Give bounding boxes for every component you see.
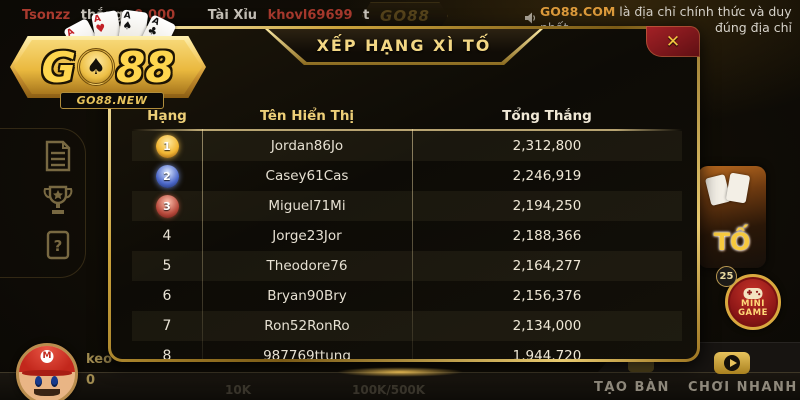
mini-game-count-badge: 25 <box>716 266 737 287</box>
row-total: 2,188,366 <box>512 228 582 244</box>
row-name: 987769ttung <box>263 348 351 359</box>
mini-game-label-1: MINI <box>741 298 765 309</box>
notice-line1: là địa chỉ chính thức và duy <box>619 4 792 19</box>
faint-stake-label: 10K <box>225 383 251 397</box>
tile-card-icon <box>725 172 751 204</box>
row-name: Ron52RonRo <box>264 318 350 334</box>
table-row: 8 987769ttung 1,944,720 <box>132 341 682 359</box>
quick-play-button[interactable]: CHƠI NHANH <box>688 380 798 395</box>
sidebar: ? <box>40 140 76 260</box>
ticker-player-1: Tsonzz <box>22 8 71 23</box>
row-total: 2,134,000 <box>512 318 582 334</box>
table-row: 3 Miguel71Mi 2,194,250 <box>132 191 682 221</box>
history-document-icon[interactable] <box>45 140 71 172</box>
row-total: 2,246,919 <box>512 168 582 184</box>
silver-medal-icon: 2 <box>155 164 179 188</box>
mini-game-label-2: GAME <box>738 307 768 318</box>
table-row: 1 Jordan86Jo 2,312,800 <box>132 131 682 161</box>
row-name: Theodore76 <box>266 258 348 274</box>
close-button[interactable]: ✕ <box>646 26 700 57</box>
player-name: keo <box>86 352 113 367</box>
row-total: 2,156,376 <box>512 288 582 304</box>
bottom-bar: 10K 100K/500K TẠO BÀN CHƠI NHANH <box>0 372 800 400</box>
logo-hexagon: G ♠ 88 <box>10 36 206 98</box>
row-rank: 8 <box>162 348 172 359</box>
row-name: Jordan86Jo <box>270 138 344 154</box>
row-total: 1,944,720 <box>512 348 582 359</box>
row-rank: 5 <box>162 258 172 274</box>
ranking-table: Hạng Tên Hiển Thị Tổng Thắng 1 Jordan86J… <box>132 103 682 359</box>
ticker-action-2: t <box>363 8 370 23</box>
faint-stake-range-label: 100K/500K <box>352 383 426 397</box>
column-divider <box>202 129 203 359</box>
table-row: 4 Jorge23Jor 2,188,366 <box>132 221 682 251</box>
modal-title: XẾP HẠNG XÌ TỐ <box>316 36 492 55</box>
player-counter: 0 <box>86 373 96 388</box>
player-meta: keo 0 <box>86 352 112 388</box>
row-rank: 7 <box>162 318 172 334</box>
row-name: Miguel71Mi <box>268 198 346 214</box>
player-avatar[interactable]: M <box>16 343 78 400</box>
row-rank: 4 <box>162 228 172 244</box>
leaderboard-trophy-icon[interactable] <box>43 184 73 218</box>
table-row: 6 Bryan90Bry 2,156,376 <box>132 281 682 311</box>
row-rank: 6 <box>162 288 172 304</box>
header-rule <box>132 129 682 131</box>
quick-play-icon[interactable] <box>714 352 750 374</box>
ticker-game-name: Tài Xỉu <box>207 8 258 23</box>
notice-brand: GO88.COM <box>540 4 616 19</box>
bronze-medal-icon: 3 <box>155 194 179 218</box>
create-table-button[interactable]: TẠO BÀN <box>594 380 670 395</box>
ranking-modal: XẾP HẠNG XÌ TỐ Hạng Tên Hiển Thị Tổng Th… <box>108 26 700 362</box>
sidebar-panel <box>0 128 86 278</box>
go88-logo[interactable]: A ♦ A ♥ A ♠ A ♣ G♠88 GO88.NEW <box>8 6 212 110</box>
row-total: 2,194,250 <box>512 198 582 214</box>
tile-label: TỐ <box>713 228 751 256</box>
header-total: Tổng Thắng <box>502 108 592 124</box>
header-rank: Hạng <box>147 108 187 124</box>
row-name: Casey61Cas <box>265 168 349 184</box>
header-name: Tên Hiển Thị <box>259 108 355 124</box>
svg-text:?: ? <box>54 237 63 255</box>
logo-subtitle-ribbon: GO88.NEW <box>60 92 164 109</box>
xi-to-game-tile[interactable]: TỐ <box>698 166 766 268</box>
gold-medal-icon: 1 <box>155 134 179 158</box>
table-row: 5 Theodore76 2,164,277 <box>132 251 682 281</box>
column-divider <box>412 129 413 359</box>
speaker-icon <box>524 11 538 25</box>
poker-chip-icon: ♠ <box>77 48 116 86</box>
mario-cap-badge: M <box>40 350 54 363</box>
row-name: Bryan90Bry <box>267 288 347 304</box>
close-icon: ✕ <box>665 31 681 52</box>
gamepad-icon <box>743 287 763 299</box>
ticker-player-2: khovl69699 <box>267 8 353 23</box>
row-name: Jorge23Jor <box>272 228 342 244</box>
table-header-row: Hạng Tên Hiển Thị Tổng Thắng <box>132 103 682 129</box>
game-guide-card-icon[interactable]: ? <box>46 230 70 260</box>
notice-line2-right: đúng địa chỉ <box>715 20 792 35</box>
logo-wordmark: G ♠ 88 <box>41 42 175 92</box>
modal-title-banner: XẾP HẠNG XÌ TỐ <box>265 29 543 65</box>
row-total: 2,312,800 <box>512 138 582 154</box>
table-row: 7 Ron52RonRo 2,134,000 <box>132 311 682 341</box>
row-total: 2,164,277 <box>512 258 582 274</box>
table-row: 2 Casey61Cas 2,246,919 <box>132 161 682 191</box>
